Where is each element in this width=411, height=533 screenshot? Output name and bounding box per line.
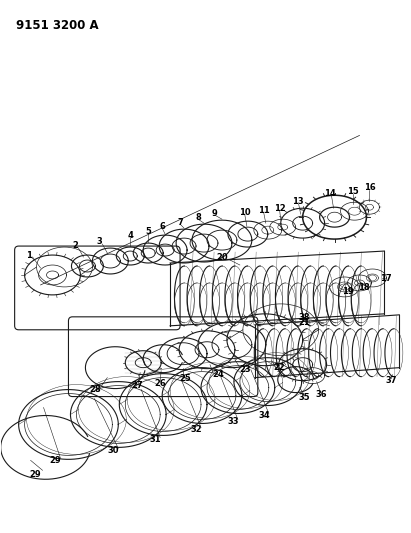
Text: 18: 18 — [358, 284, 369, 293]
Text: 34: 34 — [258, 411, 270, 420]
Text: 28: 28 — [90, 385, 101, 394]
Text: 37: 37 — [386, 376, 397, 385]
Text: 32: 32 — [190, 425, 202, 434]
Text: 19: 19 — [342, 287, 353, 296]
Text: 9: 9 — [212, 209, 218, 217]
Text: 21: 21 — [299, 318, 311, 327]
Text: 13: 13 — [292, 197, 303, 206]
Text: 38: 38 — [299, 313, 310, 322]
Text: 26: 26 — [154, 379, 166, 388]
Text: 35: 35 — [299, 393, 310, 402]
Text: 8: 8 — [195, 213, 201, 222]
Text: 30: 30 — [108, 446, 119, 455]
Text: 29: 29 — [30, 470, 42, 479]
Text: 24: 24 — [212, 370, 224, 379]
Text: 11: 11 — [258, 206, 270, 215]
Text: 7: 7 — [177, 217, 183, 227]
Text: 20: 20 — [216, 253, 228, 262]
Text: 2: 2 — [72, 240, 79, 249]
Text: 14: 14 — [324, 189, 335, 198]
Text: 15: 15 — [346, 187, 358, 196]
Text: 4: 4 — [127, 231, 133, 240]
Text: 9151 3200 A: 9151 3200 A — [16, 19, 98, 32]
Text: 17: 17 — [380, 274, 391, 284]
Text: 29: 29 — [50, 456, 61, 465]
Text: 27: 27 — [132, 381, 143, 390]
Text: 6: 6 — [159, 222, 165, 231]
Text: 22: 22 — [274, 363, 286, 372]
Text: 36: 36 — [316, 390, 328, 399]
Text: 10: 10 — [239, 208, 251, 217]
Text: 33: 33 — [227, 417, 239, 426]
Text: 31: 31 — [149, 435, 161, 444]
Text: 23: 23 — [239, 365, 251, 374]
Text: 12: 12 — [274, 204, 286, 213]
Text: 16: 16 — [364, 183, 375, 192]
Text: 25: 25 — [179, 374, 191, 383]
Text: 5: 5 — [145, 227, 151, 236]
Text: 1: 1 — [25, 251, 32, 260]
Text: 3: 3 — [97, 237, 102, 246]
